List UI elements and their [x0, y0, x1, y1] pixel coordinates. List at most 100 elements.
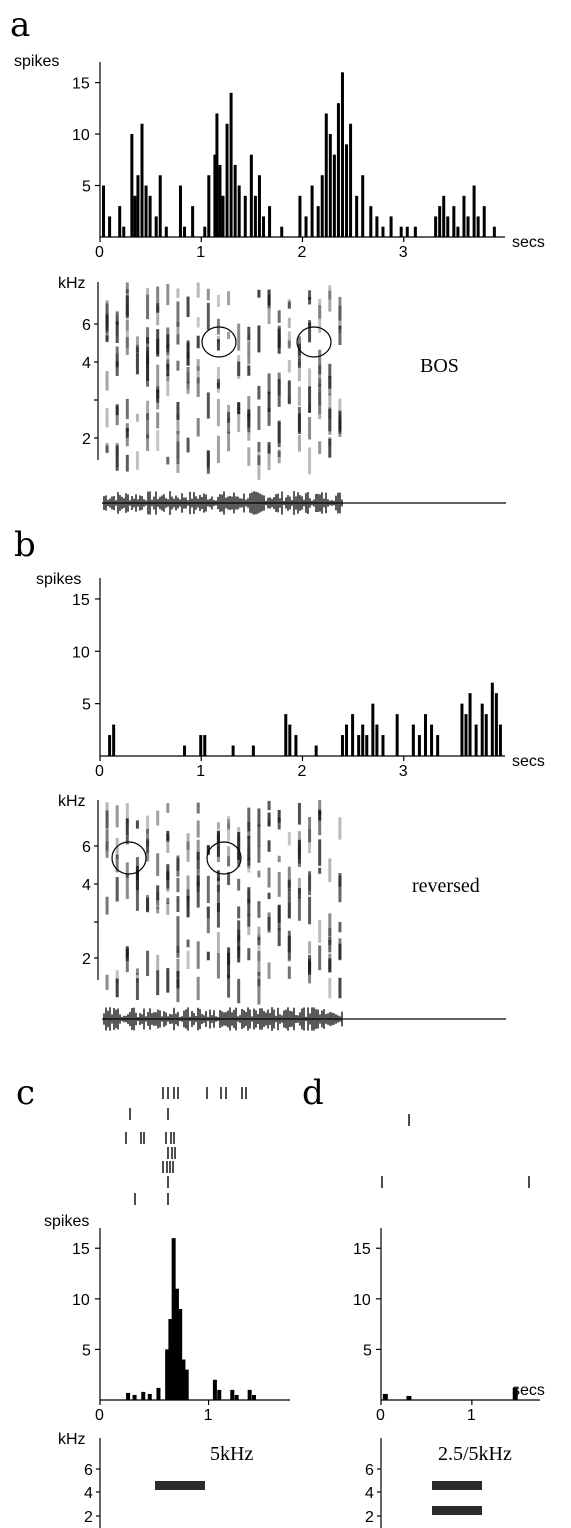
a-psth-bar [130, 134, 134, 237]
b-spec-streak [338, 977, 342, 999]
b-xlabel: secs [512, 753, 545, 770]
b-spec-streak [125, 947, 129, 973]
a-spec-streak [105, 371, 109, 391]
b-spec-streak [308, 817, 312, 843]
c-psth-bar [141, 1391, 146, 1400]
b-psth-bar [284, 714, 288, 756]
b-spec-streak [247, 858, 251, 866]
c-psth-bar [126, 1392, 131, 1400]
a-psth-bar [446, 216, 450, 237]
b-spec-streak [176, 916, 180, 935]
c-psth-axes [99, 1228, 290, 1401]
a-spec-streak [287, 331, 291, 348]
b-psth-bar [498, 724, 502, 756]
b-spec-streak [196, 875, 200, 887]
b-spec-streak [247, 913, 251, 936]
b-psth-bar [345, 724, 349, 756]
a-spec-streak [237, 402, 241, 415]
a-spec-streak [328, 407, 332, 435]
a-spec-streak [135, 451, 139, 470]
a-spec-streak [257, 441, 261, 453]
a-spec-streak [247, 409, 251, 417]
c-psth-bar [168, 1319, 173, 1400]
a-psth-bar [405, 226, 409, 237]
b-spec-streak [105, 829, 109, 851]
b-spec-streak [156, 970, 160, 996]
a-psth-bar [438, 206, 442, 237]
svg-text:6: 6 [82, 839, 91, 856]
d-psth-axes [380, 1228, 540, 1401]
b-spec-streak [247, 835, 251, 861]
a-spec-streak [308, 322, 312, 343]
a-spec-streak [146, 294, 150, 320]
b-spec-streak [186, 841, 190, 862]
a-spec-streak [297, 362, 301, 382]
a-spec-streak [297, 343, 301, 368]
a-psth-bar [183, 226, 187, 237]
a-spec-streak [328, 363, 332, 378]
b-spec-streak [156, 906, 160, 914]
a-spec-streak [115, 361, 119, 376]
d-psth-ytick-label: 10 [353, 1292, 371, 1309]
a-psth-ytick-label: 15 [72, 76, 90, 93]
b-spec-streak [287, 866, 291, 892]
a-spec-streak [166, 371, 170, 397]
a-psth-bar [298, 195, 302, 237]
a-psth-bar [340, 72, 344, 237]
a-spec-streak [247, 341, 251, 364]
d-spec-axis: 6 4 2 [365, 1438, 382, 1528]
a-psth-bar [268, 206, 272, 237]
b-circle-1 [111, 841, 147, 875]
panel-label-b: b [14, 525, 36, 565]
a-spec-streak [176, 401, 180, 420]
a-spec-streak [105, 300, 109, 323]
a-spec-streak [206, 392, 210, 419]
b-spec-streak [328, 953, 332, 973]
a-spec-streak [237, 323, 241, 351]
a-spec-streak [156, 390, 160, 399]
b-spec-streak [166, 902, 170, 915]
a-spec-streak [297, 386, 301, 406]
b-spec-streak [277, 871, 281, 897]
b-spec-streak [146, 838, 150, 862]
a-spec-streak [115, 346, 119, 367]
a-spec-streak [216, 398, 220, 427]
a-spec-streak [267, 442, 271, 454]
b-spec-streak [186, 833, 190, 850]
b-spec-streak [267, 916, 271, 933]
b-spec-streak [216, 870, 220, 882]
a-spec-streak [318, 392, 322, 420]
b-psth-bar [395, 714, 399, 756]
a-psth-xtick-label: 2 [298, 244, 307, 261]
a-spec-streak [176, 360, 180, 371]
a-spec-streak [156, 412, 160, 429]
a-spec-streak [277, 421, 281, 444]
a-psth-bar [178, 185, 182, 237]
a-spec-streak [247, 447, 251, 466]
svg-text:4: 4 [82, 877, 91, 894]
a-spec-streak [257, 385, 261, 400]
b-spec-streak [196, 976, 200, 1001]
a-psth-bar [249, 154, 253, 237]
b-spec-streak [297, 877, 301, 894]
b-spec-streak [105, 974, 109, 990]
b-spec-streak [287, 832, 291, 846]
svg-text:2: 2 [84, 1509, 93, 1526]
a-spec-streak [135, 336, 139, 347]
a-spec-streak [156, 303, 160, 313]
b-spec-streak [206, 951, 210, 961]
b-spec-streak [328, 858, 332, 883]
a-psth-bar [316, 206, 320, 237]
b-spec-streak [135, 973, 139, 983]
b-psth-ytick-label: 15 [72, 592, 90, 609]
a-spec-streak [176, 301, 180, 327]
b-spec-streak [105, 823, 109, 841]
b-spec-streak [125, 818, 129, 836]
a-psth-bar [257, 175, 261, 237]
d-psth-ytick-label: 15 [353, 1241, 371, 1258]
a-psth-bar [122, 226, 126, 237]
a-spec-streak [146, 354, 150, 381]
b-psth-bar [357, 735, 361, 756]
a-spec-streak [287, 317, 291, 328]
